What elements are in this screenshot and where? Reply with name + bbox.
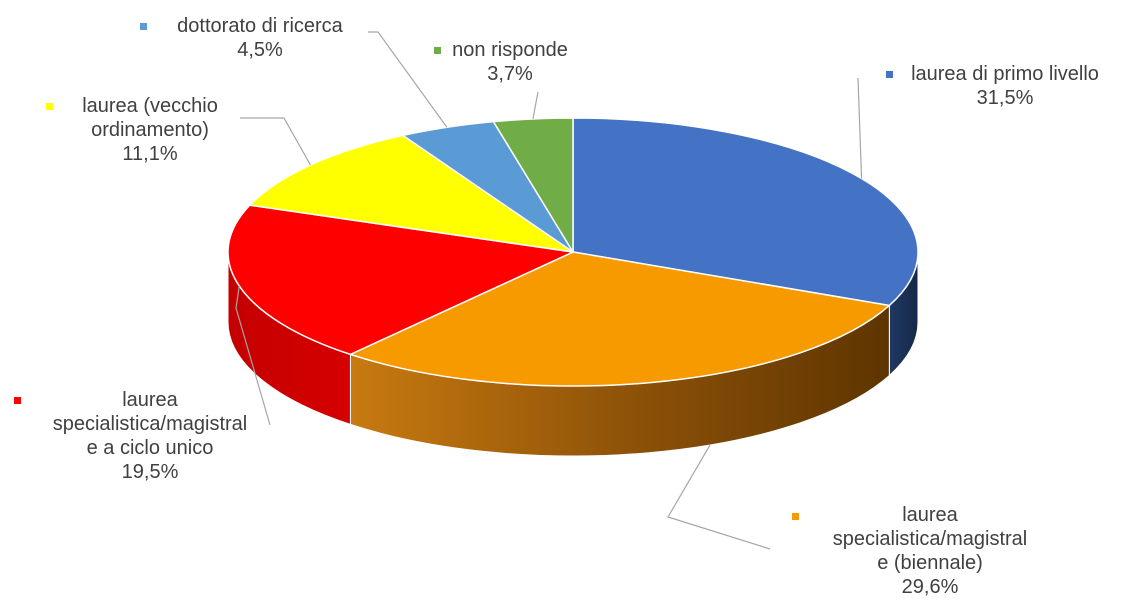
slice-label-value: 31,5% [976, 87, 1034, 109]
slice-laurea-specialistica-magistrale-biennale [349, 251, 891, 387]
leader-dottorato-di-ricerca [368, 31, 448, 128]
legend-marker-lightblue [140, 23, 147, 30]
label-laurea-primo-livello: laurea di primo livello 31,5% [880, 62, 1130, 110]
slice-label-name: non risponde [452, 39, 568, 61]
leader-lines [235, 31, 863, 550]
leader-non-risponde [532, 91, 539, 120]
slice-label-value: 29,6% [901, 576, 959, 598]
leader-laurea-specialistica-magistrale-a-ciclo-unico [235, 285, 271, 426]
legend-marker-yellow [46, 103, 53, 110]
pie-side-walls [227, 251, 919, 457]
leader-laurea-di-primo-livello [857, 77, 863, 179]
label-laurea-ciclo-unico: laurea specialistica/magistral e a ciclo… [14, 388, 280, 484]
legend-marker-orange [792, 513, 799, 520]
legend-marker-blue [886, 71, 893, 78]
slice-label-value: 11,1% [122, 143, 178, 165]
legend-marker-red [14, 397, 21, 404]
label-non-risponde: non risponde 3,7% [420, 38, 600, 86]
slice-label-name: laurea di primo livello [911, 63, 1099, 85]
slice-label-value: 4,5% [237, 39, 283, 61]
pie-top-faces [227, 117, 919, 387]
slice-label-value: 3,7% [487, 63, 533, 85]
leader-laurea-specialistica-magistrale-biennale [667, 444, 771, 550]
leader-laurea-vecchio-ordinamento [240, 117, 311, 166]
slice-label-value: 19,5% [121, 461, 179, 483]
slice-label-name: dottorato di ricerca [177, 15, 343, 37]
slice-laurea-di-primo-livello [572, 117, 919, 307]
label-laurea-specialistica-biennale: laurea specialistica/magistral e (bienna… [792, 503, 1060, 599]
slice-label-name: laurea specialistica/magistral e (bienna… [832, 504, 1028, 574]
label-laurea-vecchio-ordinamento: laurea (vecchio ordinamento) 11,1% [40, 94, 260, 166]
legend-marker-green [434, 47, 441, 54]
slice-label-name: laurea (vecchio ordinamento) [82, 95, 218, 141]
slice-label-name: laurea specialistica/magistral e a ciclo… [52, 389, 248, 459]
label-dottorato-di-ricerca: dottorato di ricerca 4,5% [140, 14, 380, 62]
